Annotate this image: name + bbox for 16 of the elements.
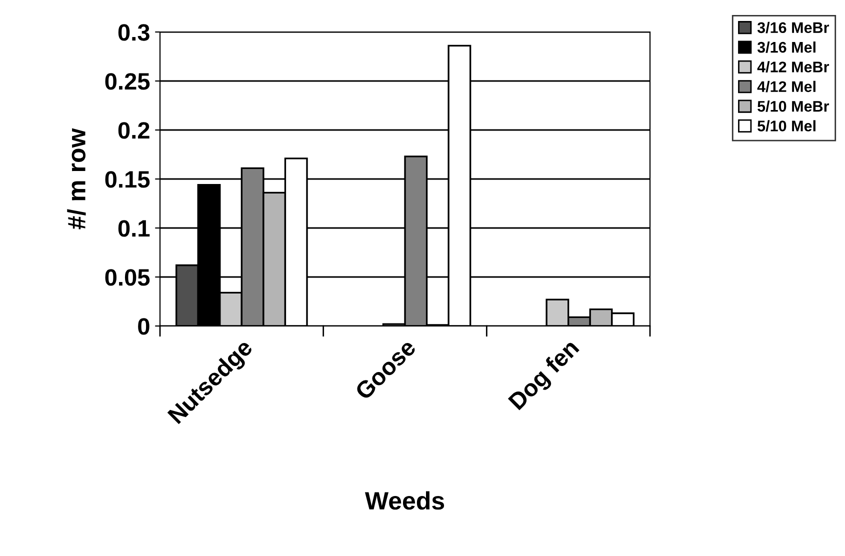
- y-tick-label: 0.25: [105, 73, 150, 90]
- legend-label: 4/12 MeBr: [757, 61, 830, 73]
- y-tick-label: 0.15: [105, 171, 150, 188]
- x-axis-title: Weeds: [364, 491, 444, 510]
- legend-label: 5/10 MeBr: [758, 100, 830, 112]
- y-axis-title: #/ m row: [67, 128, 86, 230]
- legend-label: 5/10 Mel: [758, 120, 816, 132]
- x-tick-label: Dog fen: [507, 338, 583, 414]
- y-tick-label: 0: [138, 318, 150, 335]
- legend-label: 3/16 Mel: [757, 42, 816, 53]
- legend-label: 4/12 Mel: [757, 80, 816, 92]
- y-tick-label: 0.1: [118, 220, 150, 237]
- y-tick-label: 0.2: [118, 122, 150, 139]
- y-tick-label: 0.05: [105, 269, 150, 286]
- y-tick-label: 0.3: [118, 24, 150, 41]
- legend-label: 3/16 MeBr: [757, 22, 830, 34]
